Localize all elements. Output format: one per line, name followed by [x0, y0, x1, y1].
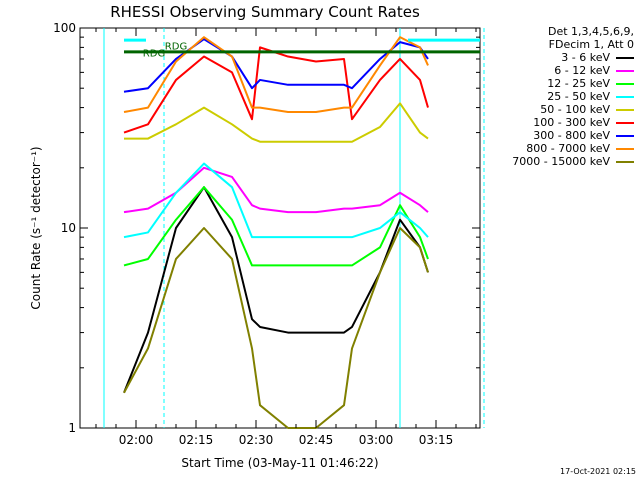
- legend-item-5: 100 - 300 keV: [512, 116, 634, 129]
- series-line-4: [124, 102, 429, 143]
- legend-swatch-8: [616, 160, 634, 163]
- legend-label-2: 12 - 25 keV: [547, 77, 610, 90]
- legend-swatch-7: [616, 147, 634, 150]
- legend-label-5: 100 - 300 keV: [533, 116, 610, 129]
- series-line-8: [123, 227, 429, 429]
- x-tick-label-4: 03:00: [359, 433, 394, 447]
- series-line-7: [123, 36, 429, 114]
- legend-items: 3 - 6 keV 6 - 12 keV 12 - 25 keV 25 - 50 ke…: [512, 51, 634, 168]
- x-tick-label-5: 03:15: [419, 433, 454, 447]
- legend-swatch-3: [616, 95, 634, 98]
- legend-swatch-6: [616, 134, 634, 137]
- legend-label-0: 3 - 6 keV: [561, 51, 610, 64]
- legend-label-7: 800 - 7000 keV: [526, 142, 610, 155]
- legend-item-6: 300 - 800 keV: [512, 129, 634, 142]
- legend-item-8: 7000 - 15000 keV: [512, 155, 634, 168]
- series-line-3: [123, 162, 429, 239]
- y-tick-label-0: 1: [68, 421, 76, 435]
- footer-timestamp: 17-Oct-2021 02:15: [560, 467, 636, 476]
- legend-label-8: 7000 - 15000 keV: [512, 155, 610, 168]
- legend-header-line-1: Det 1,3,4,5,6,9,: [547, 25, 634, 38]
- legend-label-3: 25 - 50 keV: [547, 90, 610, 103]
- x-tick-label-1: 02:15: [179, 433, 214, 447]
- series-line-1: [123, 166, 429, 214]
- x-axis-label: Start Time (03-May-11 01:46:22): [181, 456, 378, 470]
- y-tick-label-2: 100: [53, 21, 76, 35]
- legend-swatch-4: [616, 108, 634, 111]
- x-tick-label-0: 02:00: [119, 433, 154, 447]
- legend-item-4: 50 - 100 keV: [512, 103, 634, 116]
- annotation-0: RDG: [143, 49, 165, 60]
- legend-swatch-1: [616, 69, 634, 72]
- legend-item-3: 25 - 50 keV: [512, 90, 634, 103]
- legend-swatch-2: [616, 82, 634, 85]
- legend-item-1: 6 - 12 keV: [512, 64, 634, 77]
- x-tick-label-3: 02:45: [299, 433, 334, 447]
- chart-title: RHESSI Observing Summary Count Rates: [110, 3, 420, 21]
- legend-swatch-5: [616, 121, 634, 124]
- series-line-0: [123, 186, 429, 394]
- legend: Det 1,3,4,5,6,9, FDecim 1, Att 0 3 - 6 k…: [512, 25, 634, 168]
- legend-label-4: 50 - 100 keV: [540, 103, 610, 116]
- legend-item-7: 800 - 7000 keV: [512, 142, 634, 155]
- series-line-2: [123, 186, 429, 267]
- legend-swatch-0: [616, 56, 634, 59]
- axes: 1 10 100 02:00 02:15 02:30 02:45 03:00 03:15: [53, 21, 480, 447]
- y-tick-label-1: 10: [61, 221, 76, 235]
- series-line-5: [123, 46, 429, 134]
- y-axis-label: Count Rate (s⁻¹ detector⁻¹): [29, 146, 43, 309]
- legend-label-6: 300 - 800 keV: [533, 129, 610, 142]
- annotation-1: RDG: [165, 42, 187, 53]
- legend-item-2: 12 - 25 keV: [512, 77, 634, 90]
- legend-header-line-2: FDecim 1, Att 0: [548, 38, 634, 51]
- x-tick-label-2: 02:30: [239, 433, 274, 447]
- legend-item-0: 3 - 6 keV: [512, 51, 634, 64]
- legend-label-1: 6 - 12 keV: [554, 64, 610, 77]
